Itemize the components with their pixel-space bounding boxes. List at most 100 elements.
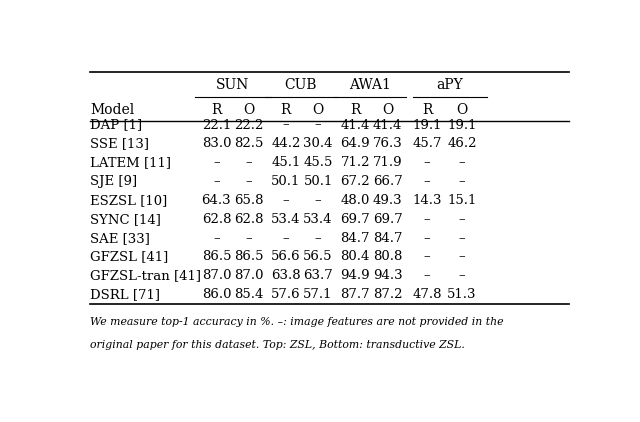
Text: 85.4: 85.4 xyxy=(234,288,263,301)
Text: ESZSL [10]: ESZSL [10] xyxy=(90,194,167,207)
Text: 44.2: 44.2 xyxy=(271,138,301,150)
Text: –: – xyxy=(424,251,431,263)
Text: 41.4: 41.4 xyxy=(340,119,370,132)
Text: SYNC [14]: SYNC [14] xyxy=(90,213,161,226)
Text: 47.8: 47.8 xyxy=(412,288,442,301)
Text: We measure top-1 accuracy in %. –: image features are not provided in the: We measure top-1 accuracy in %. –: image… xyxy=(90,317,504,327)
Text: 64.9: 64.9 xyxy=(340,138,370,150)
Text: 82.5: 82.5 xyxy=(234,138,263,150)
Text: 45.5: 45.5 xyxy=(303,156,333,169)
Text: –: – xyxy=(282,119,289,132)
Text: AWA1: AWA1 xyxy=(349,78,391,92)
Text: 62.8: 62.8 xyxy=(202,213,231,226)
Text: –: – xyxy=(459,213,465,226)
Text: –: – xyxy=(315,194,321,207)
Text: SUN: SUN xyxy=(216,78,250,92)
Text: –: – xyxy=(245,175,252,188)
Text: –: – xyxy=(213,175,220,188)
Text: 87.0: 87.0 xyxy=(234,269,264,282)
Text: –: – xyxy=(424,269,431,282)
Text: O: O xyxy=(243,103,254,117)
Text: –: – xyxy=(282,232,289,245)
Text: 83.0: 83.0 xyxy=(202,138,231,150)
Text: 22.2: 22.2 xyxy=(234,119,263,132)
Text: –: – xyxy=(424,175,431,188)
Text: 30.4: 30.4 xyxy=(303,138,333,150)
Text: 15.1: 15.1 xyxy=(447,194,477,207)
Text: 50.1: 50.1 xyxy=(303,175,333,188)
Text: R: R xyxy=(350,103,360,117)
Text: –: – xyxy=(213,232,220,245)
Text: 51.3: 51.3 xyxy=(447,288,477,301)
Text: O: O xyxy=(382,103,393,117)
Text: 57.6: 57.6 xyxy=(271,288,301,301)
Text: 63.7: 63.7 xyxy=(303,269,333,282)
Text: 50.1: 50.1 xyxy=(271,175,301,188)
Text: 69.7: 69.7 xyxy=(340,213,370,226)
Text: O: O xyxy=(312,103,324,117)
Text: GFZSL-tran [41]: GFZSL-tran [41] xyxy=(90,269,201,282)
Text: DAP [1]: DAP [1] xyxy=(90,119,142,132)
Text: 64.3: 64.3 xyxy=(202,194,231,207)
Text: 49.3: 49.3 xyxy=(372,194,403,207)
Text: 71.9: 71.9 xyxy=(372,156,403,169)
Text: –: – xyxy=(245,156,252,169)
Text: 67.2: 67.2 xyxy=(340,175,370,188)
Text: 53.4: 53.4 xyxy=(303,213,333,226)
Text: 19.1: 19.1 xyxy=(412,119,442,132)
Text: 84.7: 84.7 xyxy=(372,232,403,245)
Text: 57.1: 57.1 xyxy=(303,288,333,301)
Text: 84.7: 84.7 xyxy=(340,232,370,245)
Text: 87.7: 87.7 xyxy=(340,288,370,301)
Text: –: – xyxy=(213,156,220,169)
Text: –: – xyxy=(459,232,465,245)
Text: –: – xyxy=(315,119,321,132)
Text: 80.4: 80.4 xyxy=(340,251,370,263)
Text: 71.2: 71.2 xyxy=(340,156,370,169)
Text: –: – xyxy=(459,175,465,188)
Text: –: – xyxy=(424,232,431,245)
Text: 56.6: 56.6 xyxy=(271,251,301,263)
Text: SSE [13]: SSE [13] xyxy=(90,138,149,150)
Text: 87.0: 87.0 xyxy=(202,269,231,282)
Text: 14.3: 14.3 xyxy=(412,194,442,207)
Text: –: – xyxy=(282,194,289,207)
Text: CUB: CUB xyxy=(284,78,317,92)
Text: –: – xyxy=(459,269,465,282)
Text: 94.3: 94.3 xyxy=(372,269,403,282)
Text: aPY: aPY xyxy=(436,78,463,92)
Text: 86.5: 86.5 xyxy=(202,251,231,263)
Text: 53.4: 53.4 xyxy=(271,213,301,226)
Text: –: – xyxy=(424,156,431,169)
Text: 69.7: 69.7 xyxy=(372,213,403,226)
Text: 65.8: 65.8 xyxy=(234,194,264,207)
Text: –: – xyxy=(424,213,431,226)
Text: 80.8: 80.8 xyxy=(373,251,402,263)
Text: 46.2: 46.2 xyxy=(447,138,477,150)
Text: R: R xyxy=(211,103,221,117)
Text: 48.0: 48.0 xyxy=(340,194,370,207)
Text: –: – xyxy=(245,232,252,245)
Text: 76.3: 76.3 xyxy=(372,138,403,150)
Text: –: – xyxy=(459,251,465,263)
Text: SAE [33]: SAE [33] xyxy=(90,232,150,245)
Text: 94.9: 94.9 xyxy=(340,269,370,282)
Text: Model: Model xyxy=(90,103,134,117)
Text: –: – xyxy=(459,156,465,169)
Text: 45.1: 45.1 xyxy=(271,156,301,169)
Text: 63.8: 63.8 xyxy=(271,269,301,282)
Text: 86.0: 86.0 xyxy=(202,288,231,301)
Text: LATEM [11]: LATEM [11] xyxy=(90,156,171,169)
Text: 62.8: 62.8 xyxy=(234,213,264,226)
Text: 22.1: 22.1 xyxy=(202,119,231,132)
Text: 19.1: 19.1 xyxy=(447,119,477,132)
Text: 66.7: 66.7 xyxy=(372,175,403,188)
Text: –: – xyxy=(315,232,321,245)
Text: DSRL [71]: DSRL [71] xyxy=(90,288,160,301)
Text: 86.5: 86.5 xyxy=(234,251,264,263)
Text: 45.7: 45.7 xyxy=(412,138,442,150)
Text: R: R xyxy=(422,103,433,117)
Text: GFZSL [41]: GFZSL [41] xyxy=(90,251,168,263)
Text: SJE [9]: SJE [9] xyxy=(90,175,137,188)
Text: original paper for this dataset. Top: ZSL, Bottom: transductive ZSL.: original paper for this dataset. Top: ZS… xyxy=(90,340,465,349)
